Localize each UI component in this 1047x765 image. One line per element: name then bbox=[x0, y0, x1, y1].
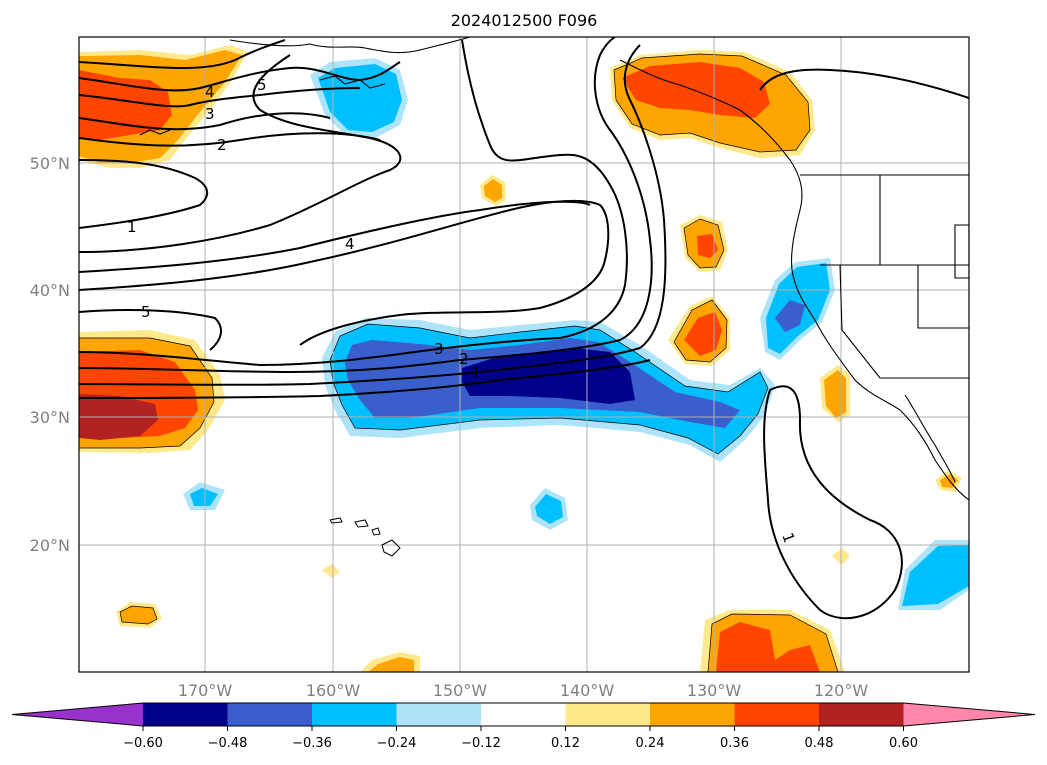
longitude-label: 140°W bbox=[560, 681, 615, 700]
colorbar-segment bbox=[312, 703, 397, 726]
hawaiian-islands bbox=[329, 517, 401, 557]
map-content: 5 4 3 2 1 4 5 3 2 1 1 bbox=[79, 37, 969, 672]
anomaly-negative-spot bbox=[190, 488, 218, 506]
longitude-labels: 170°W 160°W 150°W 140°W 130°W 120°W bbox=[178, 681, 869, 700]
longitude-label: 150°W bbox=[433, 681, 488, 700]
coastlines bbox=[139, 37, 969, 501]
longitude-label: 130°W bbox=[687, 681, 742, 700]
colorbar-tick-label: 0.48 bbox=[805, 736, 834, 751]
colorbar-extend-low bbox=[12, 703, 143, 726]
colorbar-segment bbox=[143, 703, 228, 726]
anomaly-negative-ak bbox=[318, 64, 402, 132]
colorbar-tick-label: 0.60 bbox=[889, 736, 918, 751]
latitude-label: 30°N bbox=[30, 408, 70, 427]
colorbar-segment bbox=[819, 703, 904, 726]
colorbar-tick-label: −0.12 bbox=[461, 736, 501, 751]
height-contours bbox=[79, 37, 969, 620]
anomaly-negative-spot bbox=[535, 494, 563, 524]
contour-label: 2 bbox=[459, 350, 469, 368]
colorbar-tick-label: 0.36 bbox=[720, 736, 749, 751]
colorbar-tick-label: −0.24 bbox=[377, 736, 417, 751]
longitude-label: 120°W bbox=[814, 681, 869, 700]
anomaly-positive-spot bbox=[697, 234, 718, 258]
colorbar-segment bbox=[481, 703, 566, 726]
map-frame bbox=[78, 36, 970, 673]
colorbar-extend-high bbox=[903, 703, 1035, 726]
anomaly-positive-spot bbox=[322, 564, 340, 578]
colorbar-tick-label: −0.60 bbox=[123, 736, 163, 751]
contour-label: 4 bbox=[205, 83, 215, 101]
colorbar-segment bbox=[227, 703, 313, 726]
anomaly-negative-se bbox=[902, 545, 969, 606]
colorbar-tick-label: −0.36 bbox=[292, 736, 332, 751]
latitude-label: 50°N bbox=[30, 154, 70, 173]
contour-label: 5 bbox=[257, 76, 267, 94]
anomaly-positive-spot bbox=[368, 657, 414, 672]
anomaly-positive-spot bbox=[120, 606, 157, 624]
colorbar: −0.60 −0.48 −0.36 −0.24 −0.12 0.12 0.24 0.36 0.4… bbox=[11, 702, 1036, 751]
colorbar-segment bbox=[565, 703, 651, 726]
longitude-label: 160°W bbox=[306, 681, 361, 700]
anomaly-positive-spot bbox=[484, 179, 502, 202]
latitude-label: 40°N bbox=[30, 281, 70, 300]
longitude-label: 170°W bbox=[178, 681, 233, 700]
colorbar-segment bbox=[650, 703, 735, 726]
contour-label: 5 bbox=[141, 303, 151, 321]
anomaly-positive-ne bbox=[622, 62, 770, 118]
map-title: 2024012500 F096 bbox=[451, 11, 598, 30]
colorbar-tick-label: −0.48 bbox=[208, 736, 248, 751]
contour-label: 2 bbox=[217, 136, 227, 154]
colorbar-segment bbox=[734, 703, 820, 726]
anomaly-positive-s bbox=[716, 622, 820, 672]
contour-label-group: 5 4 3 2 1 4 5 3 2 1 1 bbox=[127, 76, 798, 545]
anomaly-positive-spot bbox=[684, 312, 722, 356]
graticule bbox=[79, 37, 969, 672]
colorbar-tick-label: 0.12 bbox=[551, 736, 580, 751]
anomaly-negative-ca bbox=[775, 300, 805, 332]
contour-label: 4 bbox=[345, 235, 355, 253]
contour-label: 1 bbox=[127, 218, 137, 236]
contour-label: 3 bbox=[205, 105, 215, 123]
latitude-label: 20°N bbox=[30, 536, 70, 555]
contour-label: 1 bbox=[471, 364, 481, 382]
latitude-labels: 50°N 40°N 30°N 20°N bbox=[30, 154, 70, 555]
contour-label: 3 bbox=[434, 340, 444, 358]
colorbar-segment bbox=[396, 703, 482, 726]
colorbar-tick-label: 0.24 bbox=[636, 736, 665, 751]
